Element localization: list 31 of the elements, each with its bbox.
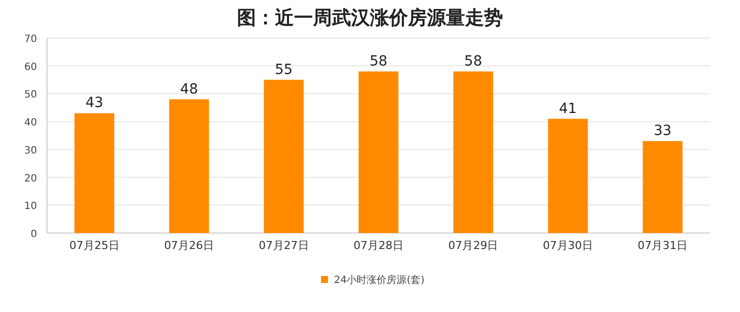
legend-label: 24小时涨价房源(套) xyxy=(334,274,425,286)
bar xyxy=(74,113,114,233)
x-tick-label: 07月28日 xyxy=(354,239,404,252)
chart-title: 图：近一周武汉涨价房源量走势 xyxy=(237,7,503,29)
bar xyxy=(264,80,304,233)
data-label: 58 xyxy=(464,53,482,70)
y-tick-label: 60 xyxy=(24,62,37,73)
x-tick-label: 07月30日 xyxy=(542,239,593,252)
y-tick-label: 50 xyxy=(24,90,37,101)
bar xyxy=(358,71,398,233)
x-tick-label: 07月26日 xyxy=(164,239,214,252)
y-tick-label: 70 xyxy=(24,34,37,45)
x-tick-label: 07月27日 xyxy=(258,239,309,252)
y-tick-label: 20 xyxy=(24,173,37,184)
bar xyxy=(642,141,683,233)
data-label: 58 xyxy=(370,53,388,70)
y-tick-label: 30 xyxy=(24,145,37,156)
x-tick-label: 07月25日 xyxy=(69,239,120,252)
data-label: 48 xyxy=(180,81,198,98)
x-tick-label: 07月31日 xyxy=(638,239,688,252)
x-tick-label: 07月29日 xyxy=(448,239,498,252)
y-tick-label: 40 xyxy=(24,118,37,129)
y-tick-label: 10 xyxy=(24,201,37,212)
data-label: 43 xyxy=(85,95,104,112)
data-label: 33 xyxy=(654,123,672,140)
y-tick-label: 0 xyxy=(30,229,37,240)
bar xyxy=(548,118,588,233)
data-label: 41 xyxy=(559,100,577,117)
bar xyxy=(169,99,209,233)
bar xyxy=(453,71,494,233)
data-label: 55 xyxy=(274,62,293,78)
